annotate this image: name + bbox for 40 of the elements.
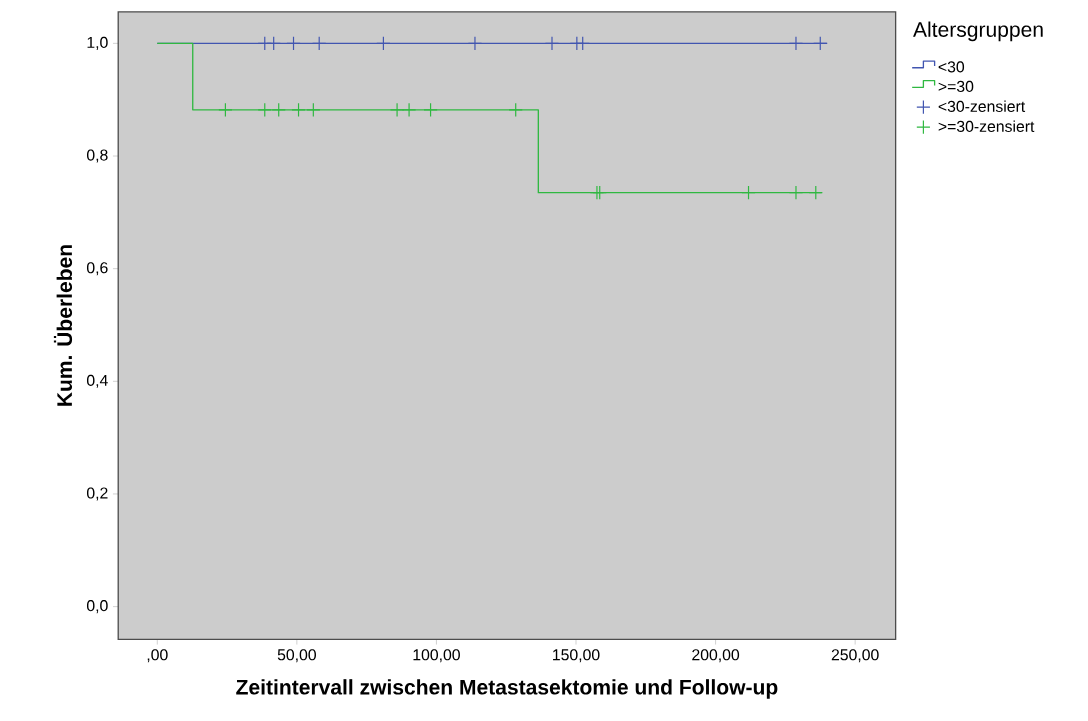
point (257, 102, 272, 117)
point (266, 36, 281, 51)
legend-label: >=30 (938, 80, 974, 92)
y-tick-label: 0,8 (86, 149, 108, 163)
legend-label: <30-zensiert (938, 100, 1026, 112)
point (312, 36, 327, 51)
y-tick-label: 0,6 (86, 262, 108, 276)
point (467, 36, 483, 51)
point (508, 102, 523, 117)
x-axis-title: Zeitintervall zwischen Metastasektomie und Follow-up (236, 679, 778, 699)
point (376, 36, 391, 51)
y-tick-label: 0,0 (86, 600, 108, 614)
legend-label: >=30-zensiert (938, 120, 1035, 132)
point (544, 36, 560, 51)
point (423, 102, 438, 117)
point (218, 102, 233, 117)
point (808, 185, 823, 200)
x-tick-label: 50,00 (277, 649, 316, 663)
y-tick-label: 1,0 (87, 36, 108, 50)
point (788, 36, 804, 51)
x-tick-label: 150,00 (553, 649, 600, 663)
point (788, 185, 804, 200)
point (306, 102, 321, 117)
x-tick-label: ,00 (147, 649, 168, 663)
x-tick-label: 100,00 (413, 649, 460, 663)
point (291, 102, 306, 117)
point (271, 102, 286, 117)
point (389, 102, 405, 117)
point (286, 36, 301, 51)
legend-title: Altersgruppen (913, 21, 1043, 42)
legend-label: <30 (938, 61, 965, 73)
y-tick-label: 0,2 (86, 487, 108, 501)
point (813, 36, 828, 51)
point (575, 36, 590, 51)
point (401, 102, 417, 117)
y-tick-label: 0,4 (86, 374, 108, 388)
x-tick-label: 250,00 (831, 649, 879, 663)
point (741, 185, 756, 200)
x-tick-label: 200,00 (692, 649, 740, 663)
y-axis-title: Kum. Überleben (53, 245, 73, 406)
